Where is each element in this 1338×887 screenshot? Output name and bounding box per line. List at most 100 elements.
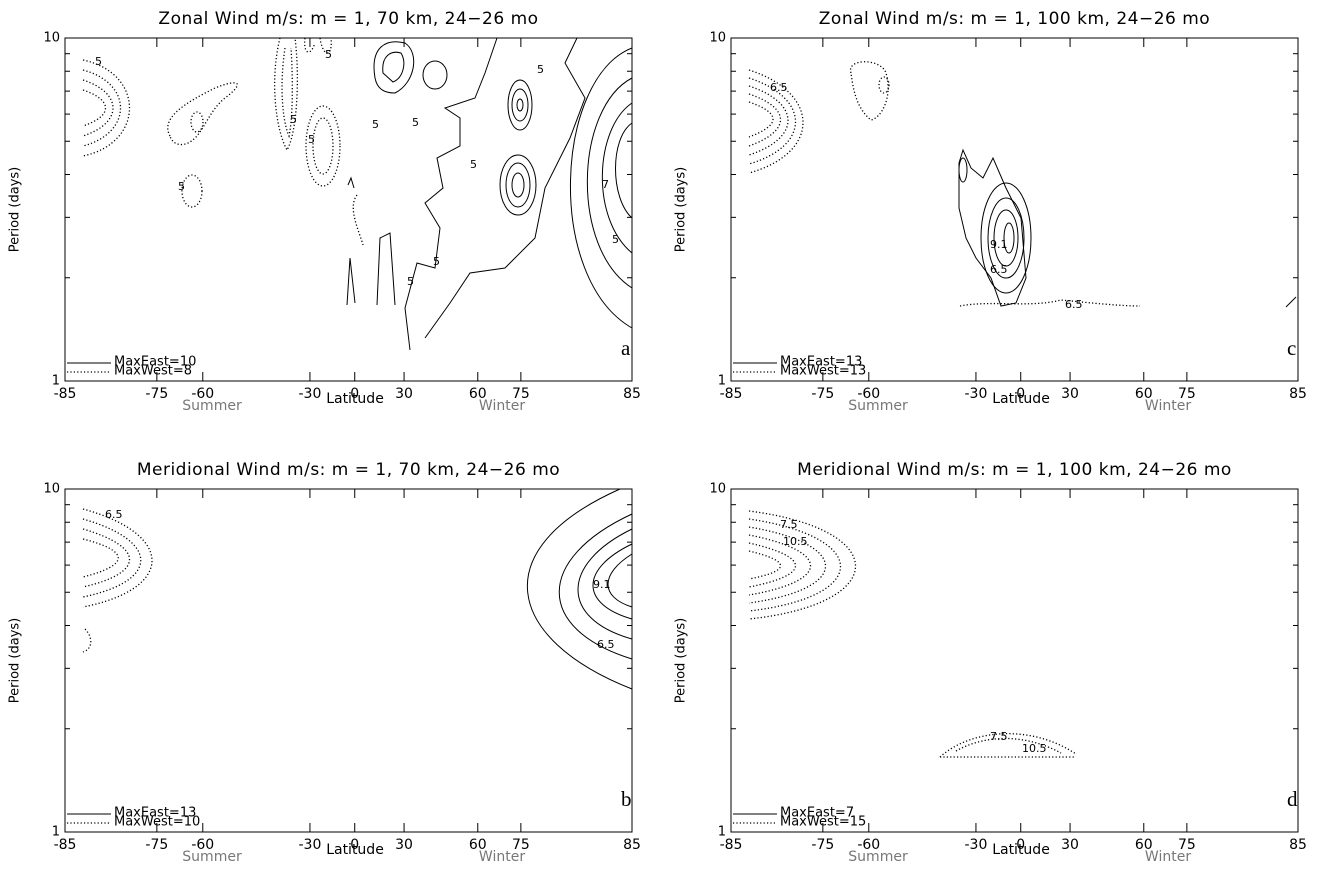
contour-label: 6.5 [597, 638, 615, 651]
legend-label: MaxEast=7 [780, 806, 854, 821]
contour-line [305, 105, 341, 187]
x-tick-label: 75 [512, 386, 530, 402]
x-tick-label: 0 [350, 837, 359, 853]
y-tick-label: 10 [709, 31, 726, 46]
season-label: Summer [182, 398, 242, 414]
x-axis-label: Latitude [992, 842, 1050, 858]
contour-line [987, 197, 1025, 279]
x-tick-label: 85 [623, 837, 641, 853]
panel-label: d [1287, 787, 1298, 811]
y-tick-label: 10 [43, 482, 60, 497]
contour-label: 5 [470, 158, 477, 171]
x-tick-label: 75 [512, 837, 530, 853]
contour-label: 5 [537, 63, 544, 76]
contour-line [352, 194, 364, 246]
chart-title: Meridional Wind m/s: m = 1, 70 km, 24−26… [137, 460, 560, 480]
x-tick-label: -85 [54, 386, 77, 402]
x-tick-label: 75 [1178, 837, 1196, 853]
x-tick-label: 75 [1178, 386, 1196, 402]
x-axis-label: Latitude [992, 391, 1050, 407]
contour-line [82, 59, 130, 157]
contour-label: 6.5 [105, 508, 123, 521]
contour-line [878, 76, 890, 94]
contour-line [748, 510, 856, 620]
x-tick-label: 60 [1135, 386, 1153, 402]
contour-label: 5 [407, 275, 414, 288]
contours [82, 488, 633, 690]
x-tick-label: 85 [1289, 837, 1307, 853]
contour-line [82, 79, 114, 137]
contour-label: 6.5 [770, 81, 788, 94]
legend-label: MaxEast=13 [114, 806, 196, 821]
contour-label: 7.5 [990, 730, 1008, 743]
x-tick-label: -30 [965, 837, 988, 853]
contour-label: 6.5 [1065, 298, 1083, 311]
season-label: Summer [848, 398, 908, 414]
plot-frame [64, 488, 633, 833]
season-label: Winter [1145, 398, 1191, 414]
plot-frame [730, 488, 1299, 833]
legend-label: MaxWest=15 [780, 815, 866, 830]
panel-label: a [621, 336, 631, 360]
contour-label: 9.1 [990, 238, 1008, 251]
x-tick-label: 85 [623, 386, 641, 402]
contour-label: 9.1 [593, 578, 611, 591]
y-tick-label: 1 [52, 825, 60, 840]
season-label: Winter [479, 849, 525, 865]
x-tick-label: 0 [1016, 837, 1025, 853]
contour-label: 5 [290, 113, 297, 126]
contour-line [527, 488, 633, 690]
contour-line [1003, 222, 1015, 254]
x-tick-label: -60 [191, 386, 214, 402]
contour-line [511, 88, 529, 122]
contour-label: 10.5 [783, 535, 808, 548]
contour-line [993, 209, 1019, 267]
contour-line [82, 69, 121, 147]
contours [748, 510, 1077, 758]
contour-label: 5 [178, 180, 185, 193]
contour-label: 7.5 [780, 518, 798, 531]
contour-line [958, 148, 1027, 307]
contour-line [958, 157, 968, 183]
y-tick-label: 1 [52, 374, 60, 389]
x-tick-label: -60 [857, 837, 880, 853]
season-label: Summer [182, 849, 242, 865]
plot-frame [730, 37, 1299, 382]
x-tick-label: -30 [299, 386, 322, 402]
contour-line [748, 69, 804, 174]
contour-line [980, 182, 1032, 294]
contour-line [181, 174, 203, 208]
panel: 6.5 9.1 6.5 6.5 Zonal Wind m/s: m = 1, 1… [674, 9, 1307, 414]
x-tick-label: -60 [191, 837, 214, 853]
contour-line [511, 172, 525, 198]
panel: 5 5 5 5 5 5 5 5 5 5 5 5 7 Zonal Wind m/s… [8, 9, 641, 414]
contour-line [304, 37, 332, 54]
contour-label: 7 [602, 178, 609, 191]
contour-label: 5 [308, 133, 315, 146]
chart-title: Zonal Wind m/s: m = 1, 100 km, 24−26 mo [819, 9, 1210, 29]
contour-line [570, 47, 633, 329]
x-axis-label: Latitude [326, 391, 384, 407]
contour-line [82, 508, 153, 608]
legend-label: MaxWest=8 [114, 364, 192, 379]
contours [748, 61, 1297, 308]
contour-label: 5 [372, 118, 379, 131]
y-tick-label: 10 [43, 31, 60, 46]
contour-line [167, 82, 238, 146]
plot-frame [64, 37, 633, 382]
contour-line [505, 162, 531, 208]
x-tick-label: 60 [469, 837, 487, 853]
contour-label: 5 [612, 233, 619, 246]
x-tick-label: 60 [1135, 837, 1153, 853]
contour-line [1285, 296, 1297, 308]
contour-line [373, 41, 415, 94]
contour-line [422, 60, 448, 90]
contour-line [959, 299, 1141, 307]
contour-line [281, 47, 293, 139]
contour-label: 5 [412, 116, 419, 129]
panel: 6.5 9.1 6.5 Meridional Wind m/s: m = 1, … [8, 460, 641, 865]
x-tick-label: 0 [1016, 386, 1025, 402]
y-axis-label: Period (days) [8, 618, 23, 704]
panel: 7.5 10.5 7.5 10.5 Meridional Wind m/s: m… [674, 460, 1307, 865]
panel-label: b [621, 787, 632, 811]
